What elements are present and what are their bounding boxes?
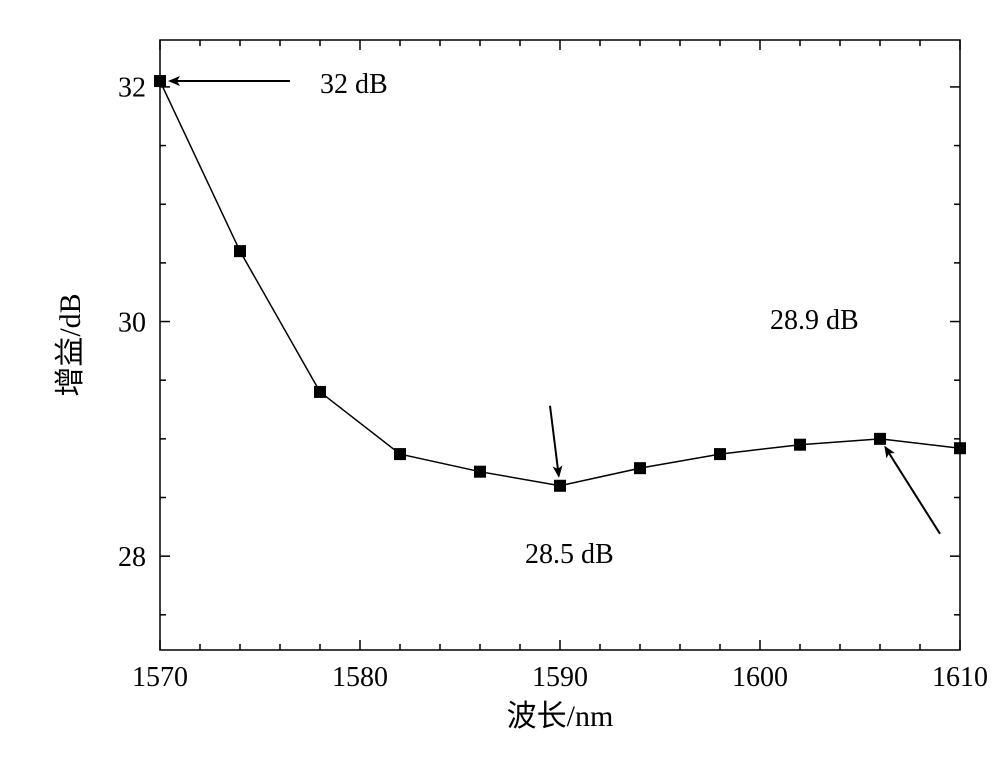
data-marker — [794, 439, 806, 451]
x-tick-label: 1580 — [332, 662, 388, 693]
y-tick-label: 30 — [118, 307, 146, 338]
y-tick-label: 32 — [118, 73, 146, 104]
data-marker — [874, 433, 886, 445]
annotation-label: 32 dB — [320, 69, 388, 100]
data-marker — [234, 245, 246, 257]
annotation-label: 28.5 dB — [525, 539, 614, 570]
chart-container: 1570 1580 1590 1600 1610 28 30 32 波长/nm 增益/dB 32 d… — [0, 0, 1000, 766]
x-tick-label: 1590 — [532, 662, 588, 693]
data-marker — [314, 386, 326, 398]
y-tick-label: 28 — [118, 542, 146, 573]
data-marker — [394, 448, 406, 460]
data-marker — [474, 466, 486, 478]
data-marker — [154, 75, 166, 87]
x-tick-label: 1600 — [732, 662, 788, 693]
annotation-label: 28.9 dB — [770, 305, 859, 336]
x-tick-label: 1570 — [132, 662, 188, 693]
x-tick-label: 1610 — [932, 662, 988, 693]
data-marker — [714, 448, 726, 460]
gain-line-chart: 1570 1580 1590 1600 1610 28 30 32 波长/nm 增益/dB 32 d… — [0, 0, 1000, 766]
data-marker — [954, 442, 966, 454]
x-axis-label: 波长/nm — [507, 700, 614, 733]
data-marker — [554, 480, 566, 492]
y-axis-label: 增益/dB — [54, 293, 87, 396]
data-marker — [634, 462, 646, 474]
